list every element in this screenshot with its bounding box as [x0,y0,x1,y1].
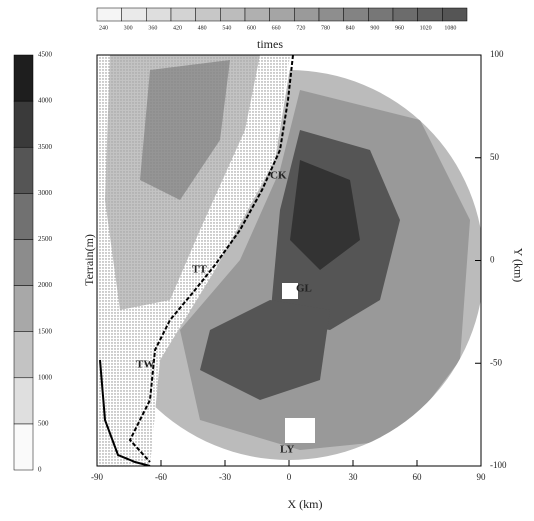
colorbar-box [121,7,147,22]
colorbar-tick-label: 240 [99,25,108,31]
colorbar-box [13,146,34,194]
colorbar-tick-label: 480 [198,25,207,31]
colorbar-tick-label: 1500 [38,327,53,335]
colorbar-tick-label: 500 [38,419,49,427]
colorbar-box [13,285,34,332]
colorbar-box [417,7,443,22]
colorbar-tick-label: 2500 [38,235,53,243]
colorbar-tick-label: 0 [38,466,42,474]
colorbar-box [13,54,34,102]
colorbar-box [244,7,270,22]
place-label: LY [280,444,294,456]
colorbar-tick-label: 2000 [38,281,53,289]
colorbar-box [13,100,34,148]
colorbar-box [195,7,221,22]
colorbar-tick-label: 900 [370,25,379,31]
y-tick-label: 0 [490,255,495,265]
colorbar-box [13,193,34,240]
colorbar-box [13,239,34,286]
colorbar-tick-label: 780 [321,25,330,31]
colorbar-box [343,7,369,22]
colorbar-box [146,7,172,22]
colorbar-box [220,7,246,22]
colorbar-box [269,7,295,22]
colorbar-tick-label: 3500 [38,143,53,151]
terrain-label: Terrain(m) [82,234,96,286]
colorbar-box [368,7,394,22]
colorbar-box [96,7,122,22]
colorbar-box [442,7,468,22]
place-label: TW [136,359,154,371]
colorbar-tick-label: 420 [173,25,182,31]
y-tick-label: -100 [490,460,507,470]
colorbar-tick-label: 840 [346,25,355,31]
colorbar-box [170,7,196,22]
colorbar-box [13,331,34,379]
colorbar-box [392,7,418,22]
y-tick-label: 100 [490,49,504,59]
colorbar-tick-label: 4500 [38,51,53,59]
x-tick-label: 90 [477,472,487,482]
x-tick-label: -30 [219,472,231,482]
colorbar-box [294,7,320,22]
colorbar-tick-label: 720 [296,25,305,31]
y-tick-label: 50 [490,152,500,162]
map-shading [97,55,481,466]
place-label: TT [192,264,207,276]
colorbar-box [13,423,34,471]
colorbar-tick-label: 360 [148,25,157,31]
colorbar-box [318,7,344,22]
colorbar-tick-label: 4000 [38,97,53,105]
top-colorbar-label: times [257,37,283,51]
colorbar-tick-label: 300 [124,25,133,31]
colorbar-tick-label: 660 [272,25,281,31]
x-tick-label: -90 [91,472,103,482]
colorbar-tick-label: 1080 [444,25,456,31]
place-label: GL [296,283,312,295]
colorbar-tick-label: 3000 [38,189,53,197]
x-tick-label: 60 [413,472,423,482]
y-axis-label: Y (km) [511,248,525,283]
place-labels: CK TT TW GL LY [136,170,312,456]
colorbar-tick-label: 960 [395,25,404,31]
colorbar-tick-label: 1000 [38,373,53,381]
colorbar-tick-label: 1020 [420,25,432,31]
colorbar-box [13,377,34,425]
place-label: CK [270,170,287,182]
x-axis-label: X (km) [288,497,323,511]
y-tick-label: -50 [490,357,502,367]
colorbar-tick-label: 600 [247,25,256,31]
colorbar-tick-label: 540 [222,25,231,31]
x-tick-label: 30 [349,472,359,482]
x-tick-label: 0 [287,472,292,482]
x-tick-label: -60 [155,472,167,482]
